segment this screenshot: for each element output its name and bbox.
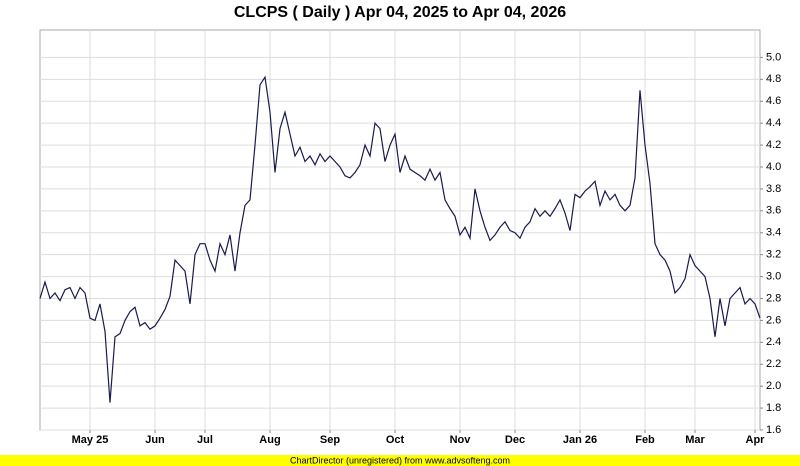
y-tick-label: 2.6 bbox=[766, 314, 781, 326]
y-tick-label: 4.6 bbox=[766, 95, 781, 107]
y-tick-label: 3.2 bbox=[766, 249, 781, 261]
y-tick-label: 2.4 bbox=[766, 336, 781, 348]
chart-title: CLCPS ( Daily ) Apr 04, 2025 to Apr 04, … bbox=[234, 4, 566, 21]
x-tick-label: Sep bbox=[320, 434, 340, 446]
y-tick-label: 4.0 bbox=[766, 161, 781, 173]
y-tick-label: 4.2 bbox=[766, 139, 781, 151]
footer: ChartDirector (unregistered) from www.ad… bbox=[290, 455, 510, 465]
y-tick-label: 2.8 bbox=[766, 292, 781, 304]
y-tick-label: 3.4 bbox=[766, 227, 781, 239]
y-tick-label: 5.0 bbox=[766, 51, 781, 63]
x-tick-label: Mar bbox=[685, 434, 705, 446]
x-tick-label: Jan 26 bbox=[563, 434, 597, 446]
y-tick-label: 1.8 bbox=[766, 402, 781, 414]
plot-area bbox=[39, 29, 761, 431]
y-tick-label: 3.0 bbox=[766, 270, 781, 282]
x-tick-label: Oct bbox=[386, 434, 405, 446]
x-tick-label: Jun bbox=[145, 434, 165, 446]
footer-bar bbox=[0, 455, 800, 466]
data-line bbox=[39, 75, 761, 403]
x-tick-label: Dec bbox=[505, 434, 525, 446]
y-tick-label: 2.0 bbox=[766, 380, 781, 392]
x-tick-label: Nov bbox=[450, 434, 472, 446]
x-tick-label: May 25 bbox=[72, 434, 109, 446]
y-tick-label: 2.2 bbox=[766, 358, 781, 370]
y-tick-label: 1.6 bbox=[766, 424, 781, 436]
x-tick-label: Jul bbox=[197, 434, 213, 446]
x-tick-label: Feb bbox=[635, 434, 655, 446]
x-tick-label: Aug bbox=[259, 434, 280, 446]
y-tick-label: 4.8 bbox=[766, 73, 781, 85]
y-tick-label: 4.4 bbox=[766, 117, 781, 129]
x-tick-label: Apr bbox=[746, 434, 766, 446]
y-tick-label: 3.8 bbox=[766, 183, 781, 195]
y-tick-label: 3.6 bbox=[766, 205, 781, 217]
